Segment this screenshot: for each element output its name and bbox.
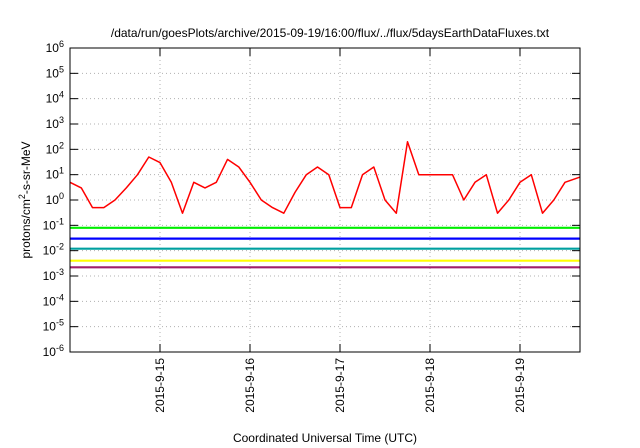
chart-title: /data/run/goesPlots/archive/2015-09-19/1… [111, 26, 550, 40]
y-tick-base: 10 [46, 117, 60, 131]
x-tick-label: 2015-9-16 [243, 358, 257, 413]
y-tick-label: 100 [46, 191, 64, 207]
x-tick-labels: 2015-9-15 2015-9-16 2015-9-17 2015-9-18 2015… [153, 358, 527, 413]
x-tick-label: 2015-9-18 [423, 358, 437, 413]
y-tick-base: 10 [46, 92, 60, 106]
y-tick-exponent: -4 [56, 292, 64, 302]
y-tick-label: 101 [46, 166, 64, 182]
y-tick-base: 10 [43, 218, 57, 232]
y-tick-base: 10 [46, 66, 60, 80]
y-tick-exponent: 3 [59, 115, 64, 125]
y-tick-base: 10 [46, 168, 60, 182]
x-tick-label: 2015-9-19 [513, 358, 527, 413]
y-tick-label: 10-3 [43, 267, 64, 283]
x-tick-label: 2015-9-15 [153, 358, 167, 413]
y-tick-label: 103 [46, 115, 64, 131]
y-tick-base: 10 [46, 41, 60, 55]
y-tick-base: 10 [46, 142, 60, 156]
y-tick-exponent: 1 [59, 166, 64, 176]
y-tick-exponent: -6 [56, 343, 64, 353]
y-axis-title-sup: 2 [17, 194, 27, 199]
y-tick-exponent: -5 [56, 318, 64, 328]
y-tick-exponent: -2 [56, 242, 64, 252]
y-tick-labels: 10610510410310210110010-110-210-310-410-… [43, 39, 64, 359]
y-tick-label: 10-1 [43, 216, 64, 232]
y-axis-title: protons/cm2-s-sr-MeV [17, 141, 33, 258]
y-tick-exponent: 5 [59, 64, 64, 74]
series-layer [69, 140, 581, 269]
y-tick-label: 104 [46, 90, 64, 106]
y-tick-base: 10 [43, 244, 57, 258]
y-tick-exponent: -3 [56, 267, 64, 277]
y-tick-base: 10 [43, 320, 57, 334]
y-tick-label: 10-2 [43, 242, 64, 258]
y-tick-label: 10-6 [43, 343, 64, 359]
y-tick-label: 105 [46, 64, 64, 80]
y-tick-base: 10 [46, 193, 60, 207]
y-tick-exponent: 2 [59, 140, 64, 150]
plot-frame [69, 47, 581, 353]
y-tick-exponent: -1 [56, 216, 64, 226]
y-tick-base: 10 [43, 294, 57, 308]
y-tick-label: 106 [46, 39, 64, 55]
series-line-0 [69, 140, 581, 214]
y-tick-label: 102 [46, 140, 64, 156]
y-tick-exponent: 4 [59, 90, 64, 100]
y-tick-base: 10 [43, 345, 57, 359]
y-axis-title-base: protons/cm [19, 199, 33, 258]
y-tick-label: 10-4 [43, 292, 64, 308]
y-tick-base: 10 [43, 269, 57, 283]
x-tick-label: 2015-9-17 [333, 358, 347, 413]
y-tick-label: 10-5 [43, 318, 64, 334]
y-tick-exponent: 6 [59, 39, 64, 49]
x-axis-title: Coordinated Universal Time (UTC) [233, 431, 417, 445]
y-axis-title-rest: -s-sr-MeV [19, 141, 33, 194]
grid [70, 47, 580, 353]
y-tick-exponent: 0 [59, 191, 64, 201]
